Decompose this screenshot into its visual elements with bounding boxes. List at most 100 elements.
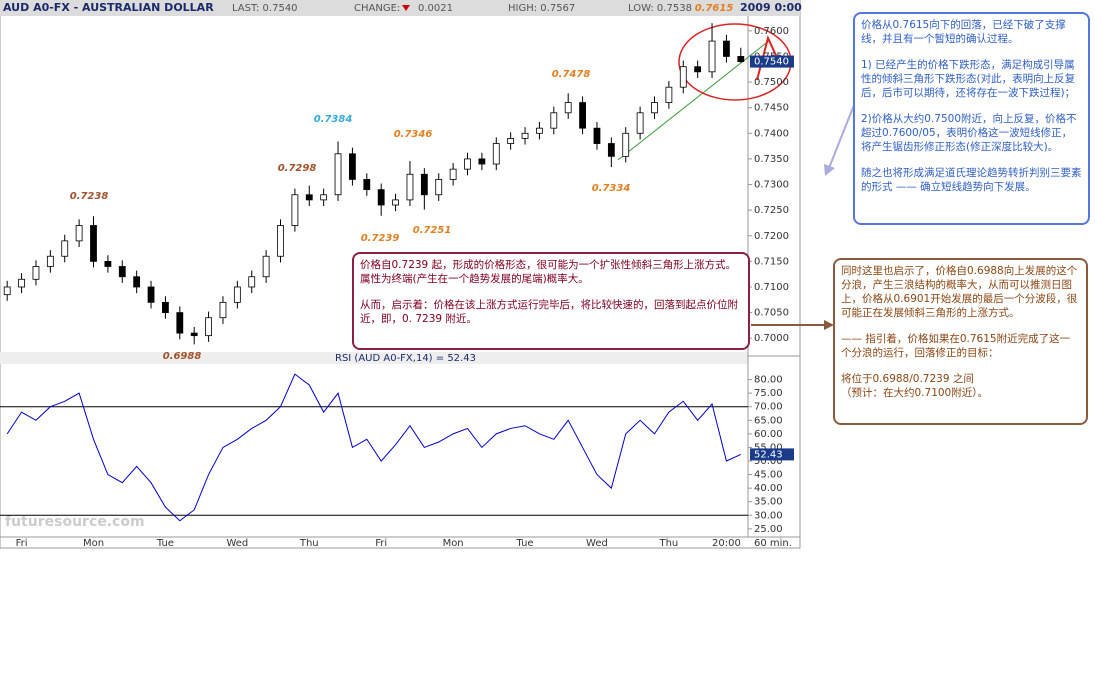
price-annotation: 0.7346 bbox=[394, 129, 433, 140]
candle-body bbox=[723, 40, 730, 57]
y-tick-label: 0.7300 bbox=[754, 180, 789, 191]
time: 2009 0:00 bbox=[740, 1, 802, 14]
y-tick-label: 0.7150 bbox=[754, 256, 789, 267]
candle-body bbox=[277, 225, 284, 257]
y-tick-label: 25.00 bbox=[754, 524, 783, 535]
y-tick-label: 0.7450 bbox=[754, 103, 789, 114]
candle-body bbox=[46, 255, 54, 267]
price-annotation: 0.7298 bbox=[278, 163, 317, 174]
last: LAST: 0.7540 bbox=[232, 3, 298, 14]
note: 同时这里也启示了，价格自0.6988向上发展的这个分浪，产生三浪结构的概率大，从… bbox=[833, 258, 1088, 425]
note: 价格从0.7615向下的回落，已经下破了支撑线，并且有一个暂短的确认过程。 1) … bbox=[853, 12, 1090, 225]
x-tick-label: Wed bbox=[226, 538, 248, 549]
y-tick-label: 70.00 bbox=[754, 402, 783, 413]
candle-body bbox=[607, 143, 615, 157]
candle-body bbox=[665, 86, 673, 103]
candle-body bbox=[507, 138, 515, 144]
price-annotation: 0.7239 bbox=[361, 233, 400, 244]
trendline bbox=[617, 39, 771, 161]
y-tick-label: 35.00 bbox=[754, 497, 783, 508]
price-annotation: 0.7615 bbox=[695, 3, 734, 14]
last-tag-label: 0.7540 bbox=[754, 57, 789, 68]
candle-body bbox=[694, 66, 702, 73]
high: HIGH: 0.7567 bbox=[508, 3, 575, 14]
y-tick-label: 80.00 bbox=[754, 375, 783, 386]
price-annotation: 0.7251 bbox=[413, 225, 452, 236]
note-text: 价格从0.7615向下的回落，已经下破了支撑线，并且有一个暂短的确认过程。 bbox=[861, 19, 1066, 45]
y-tick-label: 0.7400 bbox=[754, 128, 789, 139]
x-tick-label: 20:00 bbox=[712, 538, 741, 549]
y-tick-label: 60.00 bbox=[754, 429, 783, 440]
low: LOW: 0.7538 bbox=[628, 3, 692, 14]
candle-body bbox=[564, 102, 572, 114]
y-tick-label: 0.7000 bbox=[754, 333, 789, 344]
note-text: 1) 已经产生的价格下跌形态，满足构成引导属性的倾斜三角形下跌形态(对此，表明向… bbox=[861, 59, 1076, 99]
candle-body bbox=[377, 189, 385, 206]
candle-body bbox=[622, 132, 630, 157]
candle-body bbox=[162, 301, 169, 314]
candle-body bbox=[104, 260, 112, 267]
change: 0.0021 bbox=[418, 3, 453, 14]
x-tick-label: Tue bbox=[515, 538, 533, 549]
y-tick-label: 75.00 bbox=[754, 388, 783, 399]
candle-body bbox=[521, 132, 529, 139]
last-tag bbox=[750, 55, 794, 68]
y-tick-label: 0.7600 bbox=[754, 26, 789, 37]
candle-body bbox=[205, 317, 212, 337]
price-annotation: 0.7478 bbox=[552, 69, 591, 80]
candle-body bbox=[536, 127, 543, 134]
candle-body bbox=[133, 276, 141, 288]
change-label: CHANGE: bbox=[354, 3, 400, 14]
candle-body bbox=[492, 143, 500, 165]
x-tick-label: Mon bbox=[443, 538, 464, 549]
candle-body bbox=[18, 278, 25, 288]
x-tick-label: Tue bbox=[156, 538, 174, 549]
y-tick-label: 65.00 bbox=[754, 415, 783, 426]
note-text: 从而，启示着：价格在该上涨方式运行完毕后，将比较快速的，回落到起点价位附近，即，… bbox=[360, 299, 738, 325]
rsi-line bbox=[6, 373, 742, 522]
candle-body bbox=[3, 286, 11, 296]
note-text: 随之也将形成满足道氏理论趋势转折判别三要素的形式 —— 确立短线趋势向下发展。 bbox=[861, 167, 1082, 193]
y-tick-label: 0.7100 bbox=[754, 282, 789, 293]
note: 价格自0.7239 起，形成的价格形态，很可能为一个扩张性倾斜三角形上涨方式。 … bbox=[352, 252, 750, 350]
candle-body bbox=[118, 266, 126, 278]
arrowhead bbox=[824, 164, 835, 176]
y-tick-label: 45.00 bbox=[754, 470, 783, 481]
x-tick-label: Mon bbox=[83, 538, 104, 549]
candle-body bbox=[449, 168, 457, 180]
candle-body bbox=[679, 66, 687, 88]
last-tag bbox=[750, 448, 794, 461]
y-tick-label: 50.00 bbox=[754, 456, 783, 467]
candle-body bbox=[90, 225, 97, 262]
y-tick-label: 40.00 bbox=[754, 483, 783, 494]
candle-body bbox=[392, 199, 399, 206]
candle-body bbox=[190, 332, 198, 337]
candle-body bbox=[291, 194, 299, 226]
last-tag-label: 52.43 bbox=[754, 449, 783, 460]
candle-body bbox=[233, 286, 241, 303]
y-tick-label: 0.7250 bbox=[754, 205, 789, 216]
candle-body bbox=[478, 158, 486, 165]
candle-body bbox=[464, 158, 471, 170]
candle-body bbox=[32, 266, 40, 280]
x-tick-label: Wed bbox=[586, 538, 608, 549]
candle-body bbox=[248, 276, 256, 288]
symbol: AUD A0-FX - AUSTRALIAN DOLLAR bbox=[3, 1, 214, 14]
candle-body bbox=[75, 225, 83, 242]
candle-body bbox=[708, 40, 716, 73]
candle-body bbox=[435, 179, 443, 196]
y-tick-label: 0.7050 bbox=[754, 308, 789, 319]
rsi-title: RSI (AUD A0-FX,14) = 52.43 bbox=[335, 353, 476, 364]
note-text: 将位于0.6988/0.7239 之间 （预计：在大约0.7100附近）。 bbox=[841, 373, 988, 399]
candle-body bbox=[61, 240, 69, 257]
down-arrow bbox=[402, 5, 410, 11]
candle-body bbox=[636, 112, 644, 134]
candle-body bbox=[320, 194, 328, 201]
x-tick-label: Fri bbox=[375, 538, 387, 549]
candle-body bbox=[593, 127, 601, 144]
y-tick-label: 30.00 bbox=[754, 510, 783, 521]
price-annotation: 0.6988 bbox=[163, 351, 202, 362]
candle-body bbox=[305, 194, 313, 201]
candle-body bbox=[334, 153, 342, 196]
